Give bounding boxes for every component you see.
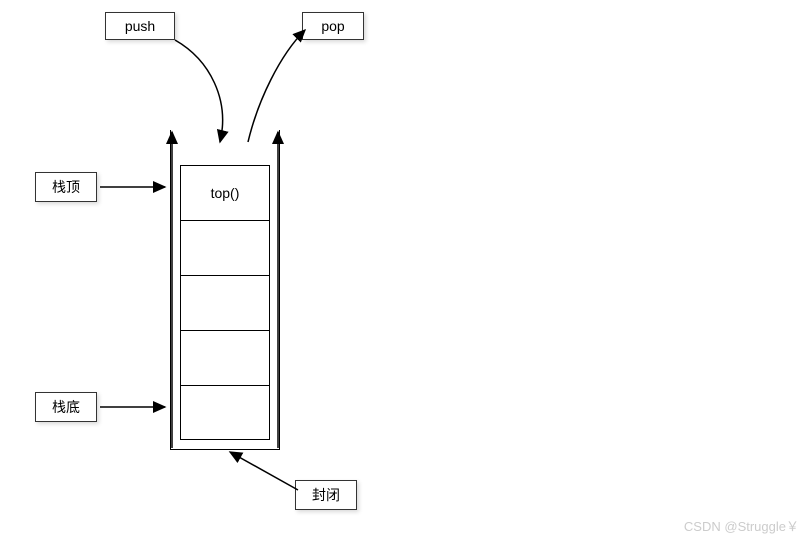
stack-cell-top: top() [181,166,269,221]
pop-arrow [248,30,305,142]
stack-cell [181,276,269,331]
arrows-overlay [0,0,811,543]
watermark: CSDN @Struggle￥ [684,516,799,535]
stack-bottom-label: 栈底 [35,392,97,422]
stack-cell [181,331,269,386]
stack-inner: top() [180,165,270,440]
pop-label: pop [302,12,364,40]
stack-cell [181,386,269,441]
push-arrow [175,40,223,142]
push-label: push [105,12,175,40]
stack-top-label: 栈顶 [35,172,97,202]
closed-label: 封闭 [295,480,357,510]
stack-cell [181,221,269,276]
closed-label-arrow [230,452,298,490]
